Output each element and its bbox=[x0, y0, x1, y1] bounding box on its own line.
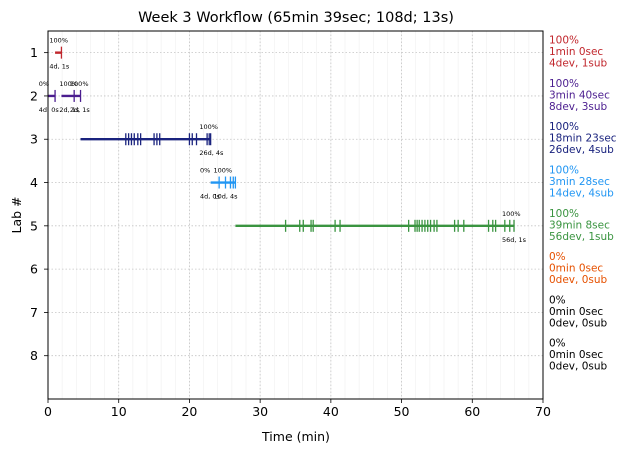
y-tick-label: 4 bbox=[30, 175, 38, 190]
lab-2-summary-line: 8dev, 3sub bbox=[549, 101, 608, 113]
x-tick-label: 40 bbox=[323, 404, 339, 419]
lab-1-summary-line: 1min 0sec bbox=[549, 46, 603, 58]
lab-4-percent-label: 0% bbox=[200, 167, 210, 175]
y-tick-label: 2 bbox=[30, 88, 38, 103]
lab-2-summary-line: 100% bbox=[549, 78, 579, 90]
lab-3-summary-line: 100% bbox=[549, 121, 579, 133]
lab-2-count-label: 2d, 1s bbox=[59, 106, 80, 114]
lab-8-summary-line: 0% bbox=[549, 338, 566, 350]
lab-2-count-label: 2d, 1s bbox=[70, 106, 91, 114]
plot-frame bbox=[47, 30, 544, 400]
lab-8-summary-line: 0min 0sec bbox=[549, 349, 603, 361]
lab-3-summary-line: 26dev, 4sub bbox=[549, 144, 614, 156]
lab-7-summary-line: 0min 0sec bbox=[549, 306, 603, 318]
x-tick-label: 10 bbox=[111, 404, 127, 419]
grid-layer bbox=[47, 31, 544, 399]
lab-3-summary-line: 18min 23sec bbox=[549, 133, 617, 145]
lab-4-percent-label: 100% bbox=[213, 167, 232, 175]
y-tick-label: 3 bbox=[30, 132, 38, 147]
y-tick-label: 5 bbox=[30, 218, 38, 233]
y-tick-label: 8 bbox=[30, 348, 38, 363]
lab-7-summary-line: 0% bbox=[549, 294, 566, 306]
lab-5-summary-line: 56dev, 1sub bbox=[549, 231, 614, 243]
x-tick-label: 50 bbox=[394, 404, 410, 419]
y-tick-label: 7 bbox=[30, 305, 38, 320]
lab-3-count-label: 26d, 4s bbox=[199, 149, 224, 157]
x-axis-label: Time (min) bbox=[261, 429, 330, 444]
lab-6-summary-line: 0% bbox=[549, 251, 566, 263]
lab-2-summary-line: 3min 40sec bbox=[549, 89, 610, 101]
x-tick-label: 30 bbox=[252, 404, 268, 419]
lab-2-count-label: 4d, 0s bbox=[39, 106, 60, 114]
y-axis-label: Lab # bbox=[9, 196, 24, 233]
lab-2-percent-label: 100% bbox=[70, 80, 89, 88]
y-tick-label: 1 bbox=[30, 45, 38, 60]
lab-1-count-label: 4d, 1s bbox=[49, 63, 70, 71]
y-tick-label: 6 bbox=[30, 262, 38, 277]
lab-5-count-label: 56d, 1s bbox=[502, 236, 527, 244]
chart-title: Week 3 Workflow (65min 39sec; 108d; 13s) bbox=[138, 10, 454, 26]
lab-2-percent-label: 100% bbox=[59, 80, 78, 88]
lab-4-summary-line: 3min 28sec bbox=[549, 176, 610, 188]
lab-3-percent-label: 100% bbox=[199, 123, 218, 131]
data-layer: 100% 4d, 1s 0% 4d, 0s 100% 2d, 1s 100% 2d, 1s 10… bbox=[39, 37, 527, 244]
x-tick-label: 70 bbox=[535, 404, 551, 419]
lab-1-percent-label: 100% bbox=[49, 37, 68, 45]
lab-8-summary-line: 0dev, 0sub bbox=[549, 361, 608, 373]
lab-4-count-label: 10d, 4s bbox=[213, 193, 238, 201]
x-tick-label: 20 bbox=[181, 404, 197, 419]
lab-4-summary-line: 14dev, 4sub bbox=[549, 188, 614, 200]
axis-layer: 0 10 20 30 40 50 60 70 1 2 3 4 5 6 7 8 bbox=[30, 45, 551, 419]
x-tick-label: 0 bbox=[44, 404, 52, 419]
lab-1-summary-line: 4dev, 1sub bbox=[549, 58, 608, 70]
lab-2-percent-label: 0% bbox=[39, 80, 49, 88]
lab-4-count-label: 4d, 0s bbox=[200, 193, 221, 201]
lab-6-summary-line: 0dev, 0sub bbox=[549, 274, 608, 286]
x-tick-label: 60 bbox=[464, 404, 480, 419]
lab-6-summary-line: 0min 0sec bbox=[549, 263, 603, 275]
lab-5-percent-label: 100% bbox=[502, 210, 521, 218]
lab-4-summary-line: 100% bbox=[549, 165, 579, 177]
lab-5-summary-line: 39min 8sec bbox=[549, 219, 610, 231]
lab-7-summary-line: 0dev, 0sub bbox=[549, 317, 608, 329]
lab-1-summary-line: 100% bbox=[549, 35, 579, 47]
lab-5-summary-line: 100% bbox=[549, 208, 579, 220]
